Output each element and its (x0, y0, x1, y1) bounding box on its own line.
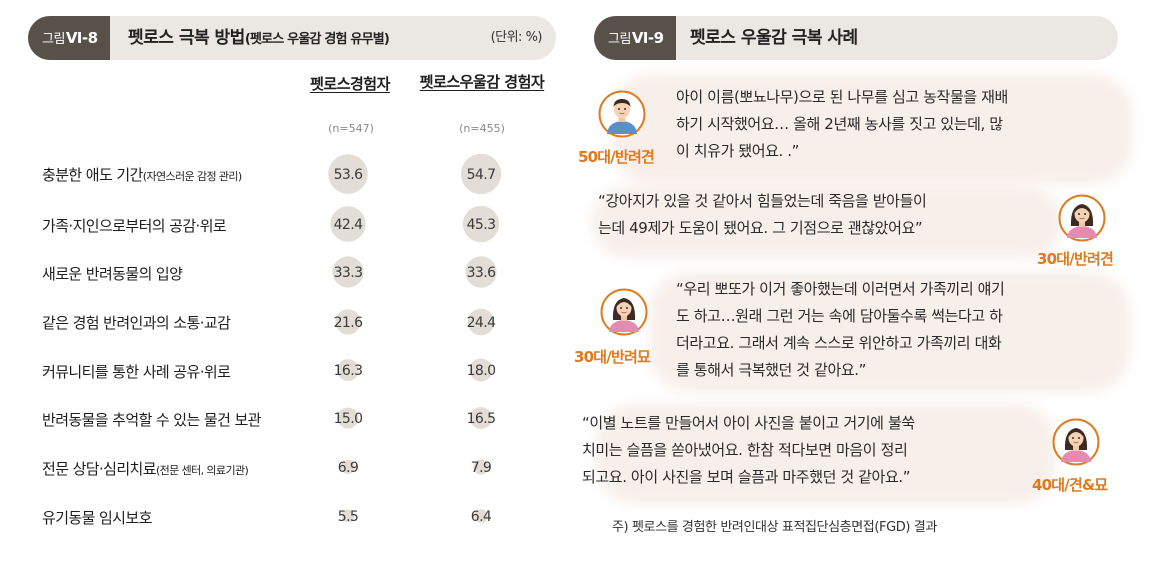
category-main: 같은 경험 반려인과의 소통·교감 (42, 314, 231, 332)
value-bubble (467, 308, 495, 336)
bubble-chart: 53.6 42.4 33.3 21.6 16.3 15.0 6.9 5.5 54.7 45.3 33… (328, 153, 502, 525)
series-2-header-text: 펫로스우울감 경험자 (419, 73, 545, 91)
value-bubble (460, 153, 502, 195)
case-4-quote: “이별 노트를 만들어서 아이 사진을 붙이고 거기에 불쑥 치미는 슬픔을 쏟… (582, 410, 915, 491)
category-main: 가족·지인으로부터의 공감·위로 (42, 217, 227, 235)
woman-avatar-icon (1058, 194, 1106, 242)
value-bubble (337, 359, 359, 381)
value-label: 24.4 (467, 315, 496, 331)
series-2-header: 펫로스우울감 경험자 (412, 72, 552, 92)
value-bubble (469, 358, 493, 382)
value-label: 54.7 (467, 167, 496, 183)
quote-line: “강아지가 있을 것 같아서 힘들었는데 죽음을 받아들이 (598, 192, 927, 210)
category-main: 커뮤니티를 통한 사례 공유·위로 (42, 363, 231, 381)
value-bubble (328, 154, 368, 194)
chart-subtitle: (펫로스 우울감 경험 유무별) (244, 32, 390, 47)
quote-line: “우리 뽀또가 이거 좋아했는데 이러면서 가족끼리 얘기 (676, 280, 1005, 298)
quote-line: 이 치유가 됐어요. .” (676, 142, 800, 160)
figure-9-header: 그림Ⅵ-9 펫로스 우울감 극복 사례 (594, 16, 1118, 60)
category-sub: (전문 센터, 의료기관) (155, 464, 249, 477)
series-1-n: (n=547) (328, 122, 374, 135)
unit-label: (단위: %) (490, 30, 543, 45)
quote-line: 아이 이름(뽀뇨나무)으로 된 나무를 심고 농작물을 재배 (676, 88, 1008, 106)
category-main: 반려동물을 추억할 수 있는 물건 보관 (42, 411, 261, 429)
case-1-respondent: 50대/반려견 (578, 148, 655, 166)
quote-line: 도 하고…원래 그런 거는 속에 담아둘수록 썩는다고 하 (676, 307, 1003, 325)
value-label: 7.9 (471, 460, 491, 476)
figure-8-badge: 그림Ⅵ-8 (28, 16, 110, 60)
case-2-quote: “강아지가 있을 것 같아서 힘들었는데 죽음을 받아들이 는데 49제가 도움… (598, 188, 927, 242)
quote-line: “이별 노트를 만들어서 아이 사진을 붙이고 거기에 불쑥 (582, 414, 915, 432)
value-bubble (335, 309, 361, 335)
value-label: 45.3 (467, 217, 496, 233)
cloud-background (592, 186, 1062, 258)
category-label: 같은 경험 반려인과의 소통·교감 (42, 312, 231, 333)
category-main: 전문 상담·심리치료 (42, 460, 157, 478)
value-label: 33.3 (334, 265, 363, 281)
value-label: 5.5 (338, 509, 358, 525)
value-label: 6.9 (338, 460, 358, 476)
value-bubble (341, 509, 355, 523)
value-bubble (340, 459, 356, 475)
figure-number: Ⅵ-8 (65, 29, 98, 47)
value-bubble (330, 206, 366, 242)
figure-8-header: 그림Ⅵ-8 펫로스 극복 방법(펫로스 우울감 경험 유무별) (단위: %) (28, 16, 556, 60)
series-1-header: 펫로스경험자 (310, 75, 390, 93)
figure-label: 그림 (42, 32, 65, 47)
cloud-background (650, 272, 1130, 392)
category-main: 유기동물 임시보호 (42, 509, 152, 527)
quote-line: 를 통해서 극복했던 것 같아요.” (676, 361, 867, 379)
value-bubble (465, 256, 497, 288)
quote-line: 되고요. 아이 사진을 보며 슬픔과 마주했던 것 같아요.” (582, 468, 911, 486)
case-4-respondent: 40대/견&묘 (1032, 476, 1108, 494)
value-bubble (332, 256, 364, 288)
man-avatar-icon (598, 90, 646, 138)
figure-number: Ⅵ-9 (631, 29, 664, 47)
chart-title: 펫로스 극복 방법(펫로스 우울감 경험 유무별) (128, 16, 390, 62)
value-bubble (473, 459, 489, 475)
case-3-respondent: 30대/반려묘 (574, 348, 651, 366)
value-label: 42.4 (334, 217, 363, 233)
figure-9-badge: 그림Ⅵ-9 (594, 16, 676, 60)
category-label: 가족·지인으로부터의 공감·위로 (42, 215, 227, 236)
value-label: 53.6 (334, 167, 363, 183)
case-2-respondent: 30대/반려견 (1037, 250, 1114, 268)
case-1-quote: 아이 이름(뽀뇨나무)으로 된 나무를 심고 농작물을 재배 하기 시작했어요…… (676, 84, 1008, 165)
category-label: 전문 상담·심리치료(전문 센터, 의료기관) (42, 458, 249, 479)
quote-line: 더라고요. 그래서 계속 스스로 위안하고 가족끼리 대화 (676, 334, 1002, 352)
category-main: 새로운 반려동물의 입양 (42, 265, 183, 283)
quote-line: 치미는 슬픔을 쏟아냈어요. 한참 적다보면 마음이 정리 (582, 441, 908, 459)
series-2-n: (n=455) (459, 122, 505, 135)
value-label: 18.0 (467, 363, 496, 379)
value-bubble (474, 509, 488, 523)
value-label: 15.0 (334, 411, 363, 427)
value-label: 6.4 (471, 509, 492, 525)
cases-title: 펫로스 우울감 극복 사례 (690, 28, 858, 48)
woman-avatar-icon (1052, 418, 1100, 466)
cloud-background (612, 74, 1132, 184)
case-3-quote: “우리 뽀또가 이거 좋아했는데 이러면서 가족끼리 얘기 도 하고…원래 그런… (676, 276, 1005, 384)
category-label: 새로운 반려동물의 입양 (42, 263, 183, 284)
category-label: 유기동물 임시보호 (42, 507, 152, 528)
figure-label: 그림 (608, 32, 631, 47)
category-main: 충분한 애도 기간 (42, 166, 143, 184)
value-bubble (337, 407, 359, 429)
value-bubble (462, 205, 500, 243)
quote-line: 하기 시작했어요… 올해 2년째 농사를 짓고 있는데, 많 (676, 115, 1003, 133)
category-label: 커뮤니티를 통한 사례 공유·위로 (42, 361, 231, 382)
value-label: 33.6 (467, 265, 496, 281)
cloud-background (596, 404, 1056, 504)
value-label: 21.6 (334, 315, 363, 331)
value-label: 16.5 (467, 411, 496, 427)
quote-line: 는데 49제가 도움이 됐어요. 그 기점으로 괜찮았어요” (598, 219, 923, 237)
category-label: 충분한 애도 기간(자연스러운 감정 관리) (42, 164, 242, 185)
chart-title-main: 펫로스 극복 방법 (128, 28, 245, 48)
footnote: 주) 펫로스를 경험한 반려인대상 표적집단심층면접(FGD) 결과 (612, 520, 937, 535)
value-bubble (470, 407, 492, 429)
woman-avatar-icon (600, 288, 648, 336)
value-label: 16.3 (334, 363, 363, 379)
category-sub: (자연스러운 감정 관리) (142, 170, 242, 183)
category-label: 반려동물을 추억할 수 있는 물건 보관 (42, 409, 261, 430)
